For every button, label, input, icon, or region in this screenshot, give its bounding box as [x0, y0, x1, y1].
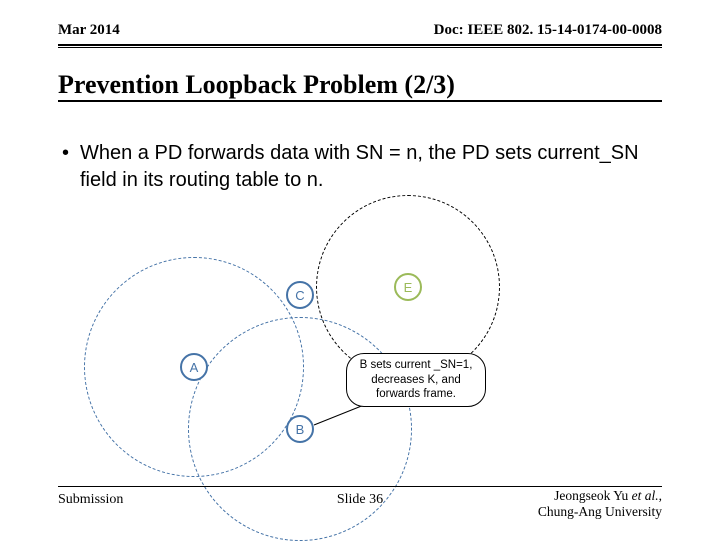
header-date: Mar 2014 [58, 22, 120, 39]
slide-title: Prevention Loopback Problem (2/3) [58, 70, 662, 100]
node-e: E [394, 273, 422, 301]
footer-rule [58, 486, 662, 487]
node-a-label: A [190, 360, 199, 375]
callout-text: B sets current _SN=1, decreases K, and f… [360, 358, 473, 401]
footer-right: Jeongseok Yu et al., Chung-Ang Universit… [538, 488, 662, 519]
header: Mar 2014 Doc: IEEE 802. 15-14-0174-00-00… [58, 22, 662, 50]
node-c: C [286, 281, 314, 309]
header-rule [58, 44, 662, 48]
header-doc-id: Doc: IEEE 802. 15-14-0174-00-0008 [434, 22, 662, 39]
node-a: A [180, 353, 208, 381]
node-e-label: E [404, 280, 413, 295]
callout-box: B sets current _SN=1, decreases K, and f… [346, 353, 486, 407]
footer-author: Jeongseok Yu et al., [554, 488, 662, 503]
footer: Submission Slide 36 Jeongseok Yu et al.,… [58, 486, 662, 522]
node-b-label: B [296, 422, 305, 437]
bullet-text: When a PD forwards data with SN = n, the… [80, 140, 650, 194]
footer-affiliation: Chung-Ang University [538, 504, 662, 520]
network-diagram: A B C E B sets current _SN=1, decreases … [120, 225, 550, 470]
node-c-label: C [295, 288, 304, 303]
title-rule [58, 100, 662, 102]
node-b: B [286, 415, 314, 443]
